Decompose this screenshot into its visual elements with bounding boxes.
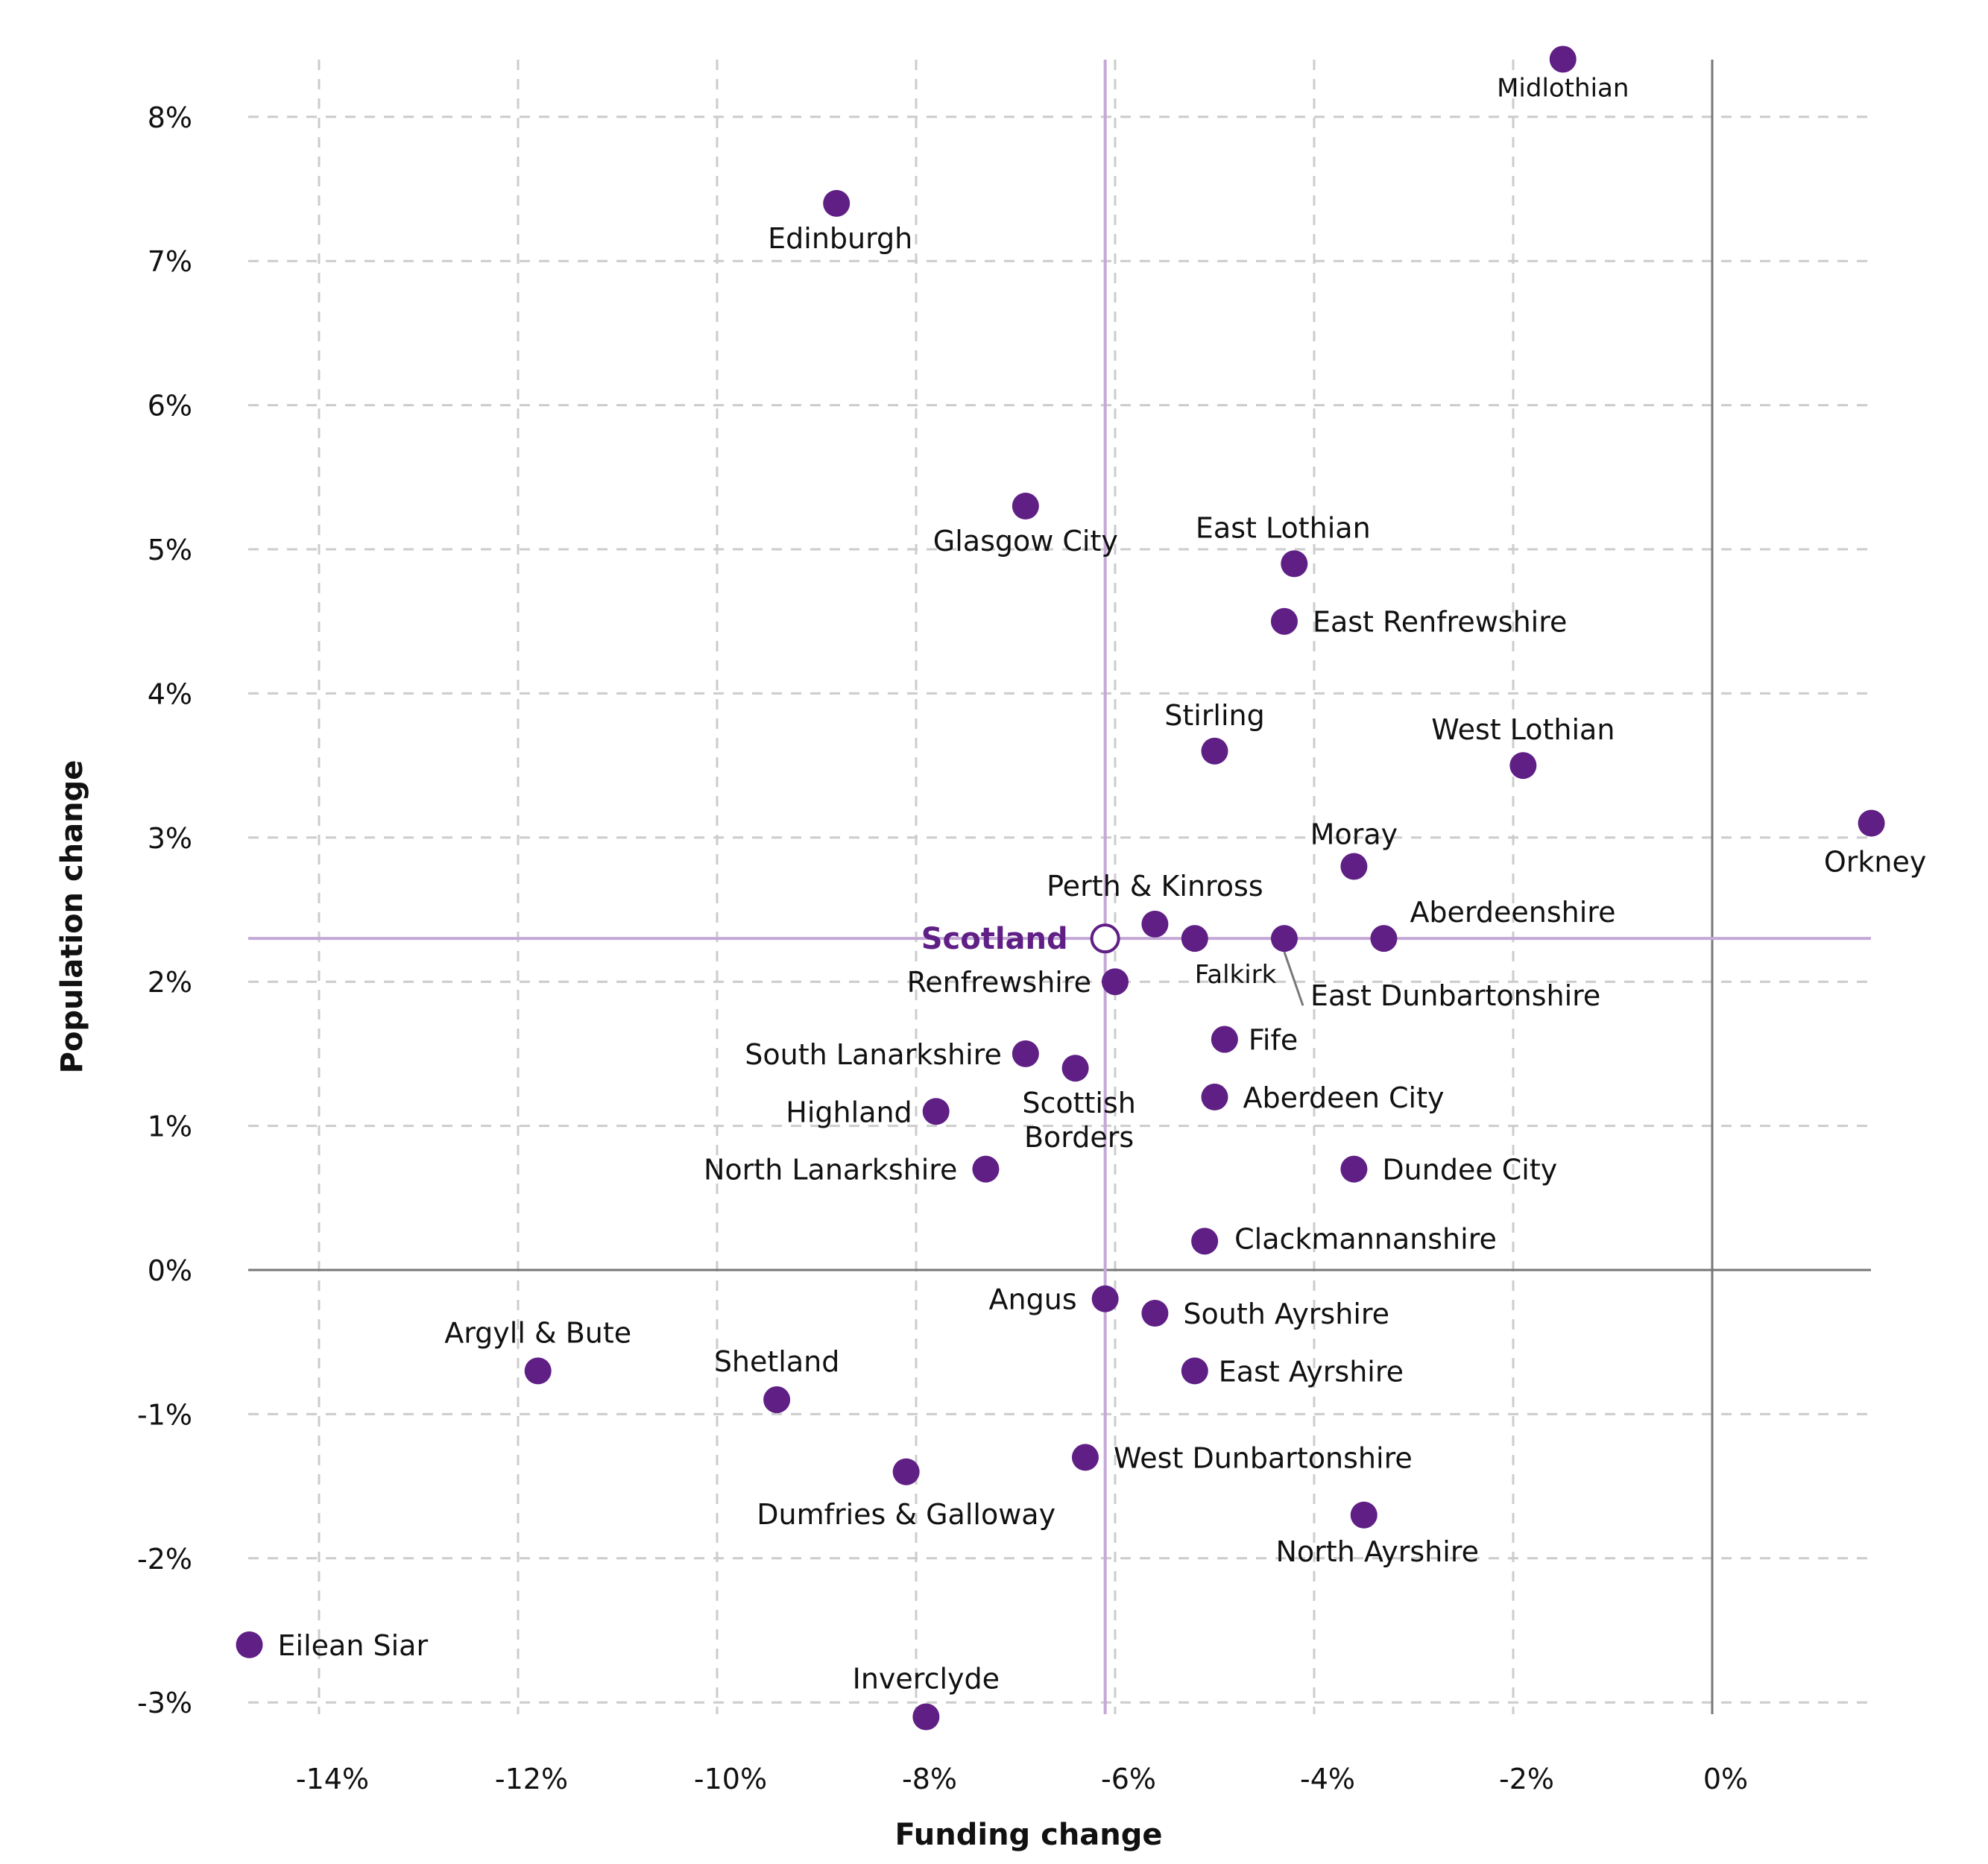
y-tick-label: 5% — [148, 534, 192, 566]
x-tick-label: -14% — [296, 1763, 369, 1795]
point-label: East Ayrshire — [1219, 1355, 1404, 1388]
point-label: Dumfries & Galloway — [757, 1498, 1055, 1531]
scotland-reference-point — [1090, 923, 1120, 954]
data-point — [1350, 1501, 1378, 1529]
data-point — [1211, 1026, 1238, 1053]
data-point — [1340, 1155, 1368, 1183]
point-label: North Lanarkshire — [704, 1154, 957, 1187]
data-point — [1061, 1055, 1089, 1082]
y-axis-title: Population change — [55, 760, 89, 1074]
y-tick-label: 0% — [148, 1254, 192, 1287]
x-tick-label: -12% — [495, 1763, 568, 1795]
data-point — [1181, 1357, 1208, 1385]
point-label: Renfrewshire — [907, 966, 1091, 999]
point-label: Edinburgh — [768, 222, 912, 255]
point-label: South Lanarkshire — [745, 1038, 1002, 1071]
y-tick-label: 2% — [148, 966, 192, 999]
data-point — [1281, 550, 1308, 578]
point-label: Argyll & Bute — [444, 1316, 631, 1349]
data-point — [1191, 1228, 1219, 1255]
data-point — [1201, 1083, 1228, 1110]
y-tick-label: 3% — [148, 822, 192, 855]
data-point — [524, 1357, 552, 1385]
axes — [248, 60, 1871, 1714]
data-point — [1549, 45, 1577, 73]
point-label: Falkirk — [1195, 960, 1277, 990]
x-tick-label: 0% — [1703, 1763, 1748, 1795]
point-label: Perth & Kinross — [1047, 870, 1263, 903]
data-point — [1201, 737, 1228, 765]
data-point — [1270, 607, 1298, 635]
point-label: Clackmannanshire — [1234, 1222, 1497, 1255]
point-label-line: Borders — [1024, 1121, 1134, 1154]
data-point — [1141, 910, 1169, 938]
data-point — [1181, 925, 1208, 952]
label-connectors — [1283, 951, 1304, 1006]
y-tick-label: 4% — [148, 677, 192, 710]
data-point — [1091, 1285, 1119, 1312]
y-tick-label: 7% — [148, 245, 192, 278]
data-point — [236, 1631, 263, 1658]
point-label: Moray — [1310, 818, 1398, 850]
point-label: Fife — [1249, 1024, 1298, 1057]
point-label: Stirling — [1164, 699, 1265, 732]
point-label: Dundee City — [1382, 1154, 1557, 1187]
scotland-label: Scotland — [921, 922, 1068, 956]
x-axis-title: Funding change — [894, 1818, 1162, 1852]
tick-labels: 8% 7% 6% 5% 4% 3% 2% 1% 0% -1% -2% -3% -14% -12% -10% -… — [137, 101, 1748, 1795]
data-points — [236, 45, 1885, 1731]
point-label: East Dunbartonshire — [1310, 979, 1600, 1012]
point-label: Shetland — [714, 1345, 840, 1378]
data-point — [1340, 853, 1368, 880]
data-point — [1012, 1040, 1039, 1067]
data-point — [912, 1703, 940, 1731]
data-point — [1012, 492, 1039, 519]
data-point — [892, 1458, 920, 1485]
point-label: West Lothian — [1431, 713, 1615, 746]
point-label: East Lothian — [1196, 511, 1371, 544]
y-tick-label: 1% — [148, 1110, 192, 1143]
x-tick-label: -10% — [694, 1763, 767, 1795]
point-label: Eilean Siar — [278, 1629, 429, 1662]
point-label: Glasgow City — [933, 525, 1118, 557]
y-tick-label: 6% — [148, 390, 192, 423]
x-tick-label: -2% — [1499, 1763, 1554, 1795]
x-tick-label: -8% — [902, 1763, 957, 1795]
point-label: West Dunbartonshire — [1114, 1441, 1413, 1474]
point-label: Aberdeen City — [1243, 1081, 1445, 1114]
point-label: Orkney — [1824, 845, 1927, 878]
point-label: Midlothian — [1497, 73, 1629, 103]
y-tick-label: -1% — [137, 1398, 192, 1431]
y-tick-label: -2% — [137, 1543, 192, 1576]
point-label: Scottish Borders — [1022, 1087, 1136, 1154]
data-point — [972, 1155, 1000, 1183]
data-point — [763, 1386, 791, 1414]
point-label: North Ayrshire — [1276, 1535, 1480, 1568]
y-tick-label: -3% — [137, 1687, 192, 1719]
y-tick-label: 8% — [148, 101, 192, 134]
point-label: East Renfrewshire — [1313, 606, 1567, 639]
x-tick-label: -6% — [1101, 1763, 1156, 1795]
point-label: Highland — [786, 1096, 912, 1128]
point-label-line: Scottish — [1022, 1087, 1136, 1119]
data-point — [1370, 925, 1398, 952]
data-point — [1102, 968, 1129, 996]
point-label: South Ayrshire — [1183, 1298, 1389, 1330]
data-point — [1858, 809, 1885, 837]
point-labels: Midlothian Edinburgh Glasgow City East Loth… — [278, 73, 1927, 1695]
data-point — [1509, 752, 1537, 780]
data-point — [922, 1098, 950, 1125]
point-label: Angus — [989, 1283, 1077, 1316]
data-point — [823, 189, 851, 217]
data-point — [1270, 925, 1298, 952]
label-connector-line — [1283, 951, 1304, 1006]
point-label: Inverclyde — [853, 1663, 1000, 1696]
point-label: Aberdeenshire — [1410, 896, 1615, 929]
data-point — [1071, 1444, 1099, 1471]
grid — [248, 60, 1871, 1714]
data-point — [1141, 1300, 1169, 1327]
x-tick-label: -4% — [1300, 1763, 1355, 1795]
